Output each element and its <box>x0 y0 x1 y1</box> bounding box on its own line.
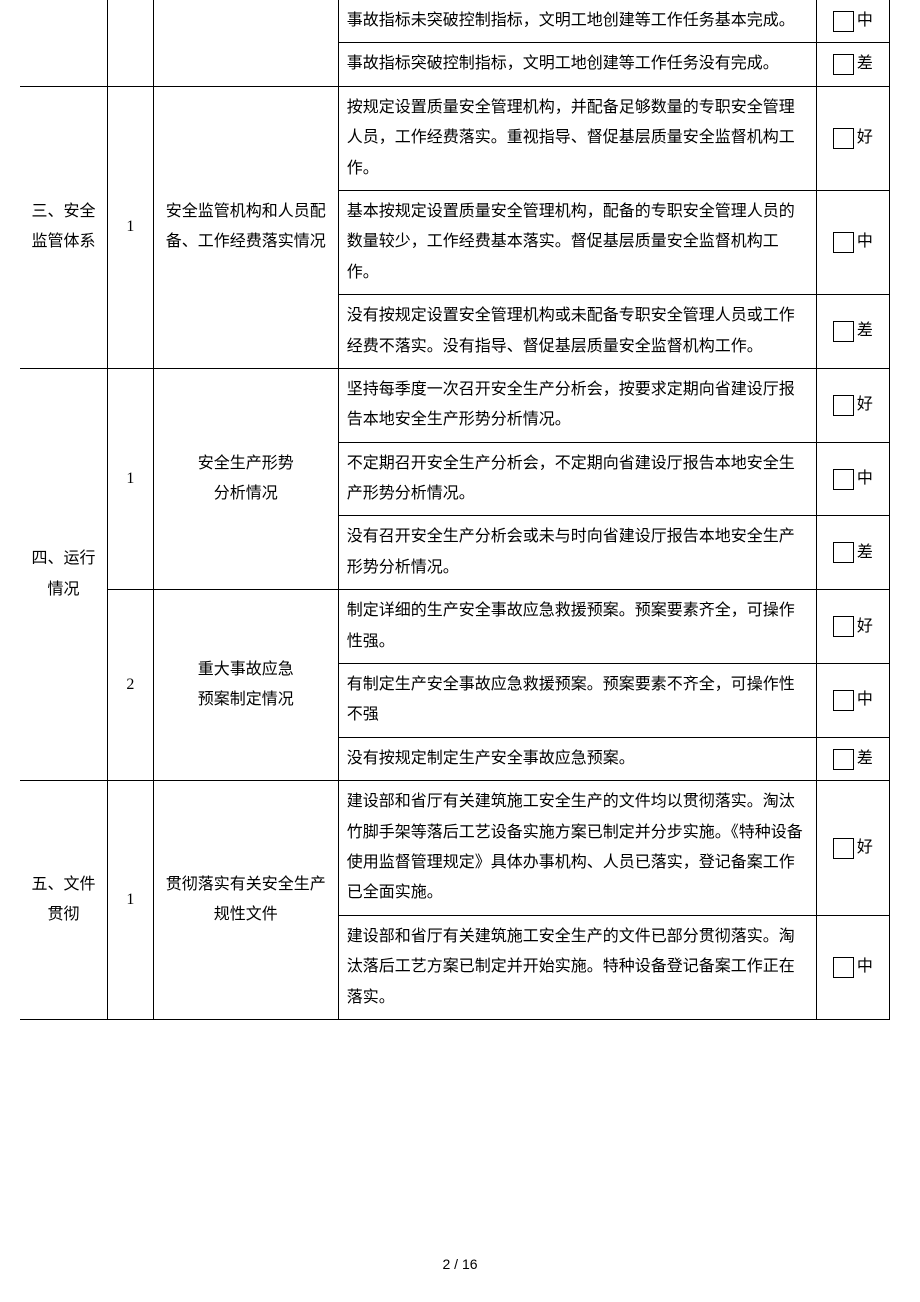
criteria-cell: 基本按规定设置质量安全管理机构，配备的专职安全管理人员的数量较少，工作经费基本落… <box>338 190 816 294</box>
category-cell: 三、安全监管体系 <box>20 86 107 368</box>
rating-cell: 中 <box>816 915 889 1019</box>
rating-label: 中 <box>857 464 873 494</box>
rating-cell: 差 <box>816 295 889 369</box>
criteria-cell: 坚持每季度一次召开安全生产分析会，按要求定期向省建设厅报告本地安全生产形势分析情… <box>338 368 816 442</box>
checkbox-icon[interactable] <box>833 690 854 711</box>
rating-label: 差 <box>857 49 873 79</box>
rating-label: 中 <box>857 6 873 36</box>
rating-cell: 差 <box>816 43 889 86</box>
criteria-cell: 没有召开安全生产分析会或未与时向省建设厅报告本地安全生产形势分析情况。 <box>338 516 816 590</box>
criteria-cell: 没有按规定制定生产安全事故应急预案。 <box>338 737 816 780</box>
criteria-cell: 按规定设置质量安全管理机构，并配备足够数量的专职安全管理人员，工作经费落实。重视… <box>338 86 816 190</box>
criteria-cell: 制定详细的生产安全事故应急救援预案。预案要素齐全，可操作性强。 <box>338 590 816 664</box>
table-row: 2重大事故应急 预案制定情况制定详细的生产安全事故应急救援预案。预案要素齐全，可… <box>20 590 890 664</box>
rating-label: 中 <box>857 952 873 982</box>
topic-cell: 重大事故应急 预案制定情况 <box>153 590 338 781</box>
criteria-cell: 没有按规定设置安全管理机构或未配备专职安全管理人员或工作经费不落实。没有指导、督… <box>338 295 816 369</box>
checkbox-icon[interactable] <box>833 54 854 75</box>
checkbox-icon[interactable] <box>833 957 854 978</box>
rating-cell: 中 <box>816 664 889 738</box>
rating-cell: 中 <box>816 190 889 294</box>
checkbox-icon[interactable] <box>833 469 854 490</box>
checkbox-icon[interactable] <box>833 542 854 563</box>
topic-cell: 安全监管机构和人员配备、工作经费落实情况 <box>153 86 338 368</box>
item-number-cell: 2 <box>107 590 153 781</box>
rating-cell: 差 <box>816 737 889 780</box>
checkbox-icon[interactable] <box>833 321 854 342</box>
rating-cell: 中 <box>816 0 889 43</box>
item-number-cell <box>107 0 153 86</box>
topic-cell: 贯彻落实有关安全生产规性文件 <box>153 781 338 1020</box>
criteria-cell: 事故指标未突破控制指标，文明工地创建等工作任务基本完成。 <box>338 0 816 43</box>
rating-label: 好 <box>857 390 873 420</box>
rating-cell: 好 <box>816 86 889 190</box>
criteria-cell: 不定期召开安全生产分析会，不定期向省建设厅报告本地安全生产形势分析情况。 <box>338 442 816 516</box>
criteria-cell: 建设部和省厅有关建筑施工安全生产的文件均以贯彻落实。淘汰竹脚手架等落后工艺设备实… <box>338 781 816 916</box>
rating-label: 中 <box>857 227 873 257</box>
rating-cell: 好 <box>816 590 889 664</box>
checkbox-icon[interactable] <box>833 128 854 149</box>
checkbox-icon[interactable] <box>833 11 854 32</box>
rating-cell: 好 <box>816 781 889 916</box>
item-number-cell: 1 <box>107 368 153 589</box>
category-cell <box>20 0 107 86</box>
rating-cell: 好 <box>816 368 889 442</box>
checkbox-icon[interactable] <box>833 616 854 637</box>
rating-label: 好 <box>857 833 873 863</box>
table-row: 事故指标未突破控制指标，文明工地创建等工作任务基本完成。 中 <box>20 0 890 43</box>
category-cell: 四、运行情况 <box>20 368 107 780</box>
rating-label: 差 <box>857 744 873 774</box>
category-cell: 五、文件贯彻 <box>20 781 107 1020</box>
criteria-cell: 事故指标突破控制指标，文明工地创建等工作任务没有完成。 <box>338 43 816 86</box>
rating-label: 差 <box>857 316 873 346</box>
rating-cell: 差 <box>816 516 889 590</box>
rating-label: 差 <box>857 538 873 568</box>
criteria-cell: 建设部和省厅有关建筑施工安全生产的文件已部分贯彻落实。淘汰落后工艺方案已制定并开… <box>338 915 816 1019</box>
rating-label: 中 <box>857 685 873 715</box>
item-number-cell: 1 <box>107 86 153 368</box>
criteria-cell: 有制定生产安全事故应急救援预案。预案要素不齐全，可操作性不强 <box>338 664 816 738</box>
rating-cell: 中 <box>816 442 889 516</box>
topic-cell <box>153 0 338 86</box>
checkbox-icon[interactable] <box>833 838 854 859</box>
page-number: 2 / 16 <box>0 1256 920 1272</box>
checkbox-icon[interactable] <box>833 395 854 416</box>
table-row: 四、运行情况1安全生产形势 分析情况坚持每季度一次召开安全生产分析会，按要求定期… <box>20 368 890 442</box>
item-number-cell: 1 <box>107 781 153 1020</box>
table-row: 三、安全监管体系1安全监管机构和人员配备、工作经费落实情况按规定设置质量安全管理… <box>20 86 890 190</box>
table-row: 五、文件贯彻1贯彻落实有关安全生产规性文件建设部和省厅有关建筑施工安全生产的文件… <box>20 781 890 916</box>
checkbox-icon[interactable] <box>833 232 854 253</box>
evaluation-table: 事故指标未突破控制指标，文明工地创建等工作任务基本完成。中事故指标突破控制指标，… <box>20 0 890 1020</box>
checkbox-icon[interactable] <box>833 749 854 770</box>
rating-label: 好 <box>857 123 873 153</box>
topic-cell: 安全生产形势 分析情况 <box>153 368 338 589</box>
rating-label: 好 <box>857 612 873 642</box>
document-page: 事故指标未突破控制指标，文明工地创建等工作任务基本完成。中事故指标突破控制指标，… <box>0 0 920 1302</box>
